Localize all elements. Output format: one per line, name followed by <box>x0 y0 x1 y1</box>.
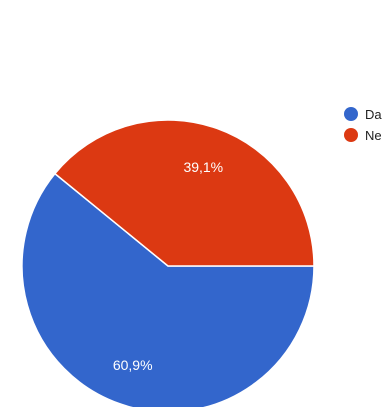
pie-slice-da <box>21 172 315 407</box>
legend-label-da: Da <box>365 107 382 122</box>
legend-marker-da <box>344 107 358 121</box>
legend-marker-ne <box>344 128 358 142</box>
slice-label-ne: 39,1% <box>183 159 223 175</box>
slice-label-da: 60,9% <box>113 357 153 373</box>
pie-slice-ne <box>53 119 315 267</box>
legend-label-ne: Ne <box>365 128 382 143</box>
pie-slice-labels: 60,9% 39,1% <box>113 159 223 373</box>
legend: Da Ne <box>344 107 382 143</box>
pie-slices <box>21 119 315 407</box>
